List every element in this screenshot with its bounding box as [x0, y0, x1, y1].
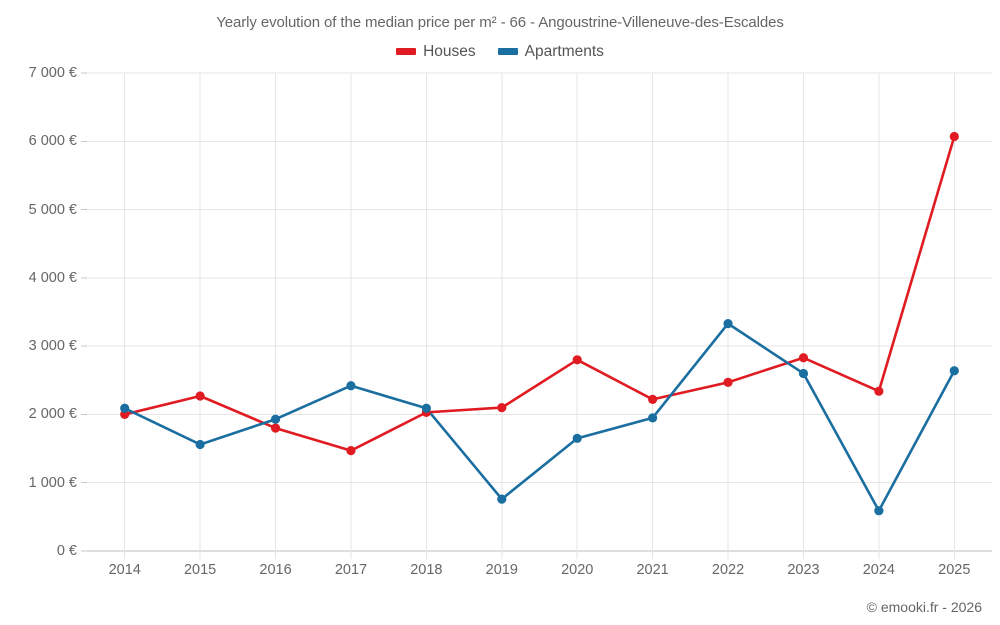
data-point-houses-2019[interactable] [497, 403, 507, 413]
x-axis-label-2023: 2023 [787, 562, 820, 578]
data-point-apartments-2018[interactable] [421, 403, 431, 413]
x-axis-label-2020: 2020 [561, 562, 594, 578]
data-point-apartments-2022[interactable] [723, 319, 733, 329]
y-axis-label-7000: 7 000 € [28, 65, 77, 81]
chart-title: Yearly evolution of the median price per… [216, 14, 784, 31]
data-point-houses-2023[interactable] [798, 353, 809, 363]
y-axis-label-4000: 4 000 € [28, 269, 77, 286]
data-point-houses-2021[interactable] [648, 394, 658, 405]
legend-item-apartments[interactable]: Apartments [497, 43, 604, 60]
x-axis-label-2021: 2021 [636, 562, 669, 578]
series-line-houses [123, 135, 956, 452]
data-point-houses-2020[interactable] [572, 355, 582, 365]
data-point-houses-2025[interactable] [949, 131, 959, 142]
data-point-houses-2022[interactable] [723, 377, 733, 387]
legend-label-houses: Houses [423, 43, 476, 60]
y-axis-label-2000: 2 000 € [28, 406, 77, 423]
data-point-apartments-2024[interactable] [874, 506, 884, 516]
y-axis-label-0: 0 € [56, 543, 77, 559]
y-axis-label-6000: 6 000 € [28, 133, 77, 150]
data-point-apartments-2016[interactable] [270, 414, 281, 424]
y-axis-label-1000: 1 000 € [28, 474, 77, 491]
legend-label-apartments: Apartments [524, 43, 604, 60]
data-point-apartments-2015[interactable] [195, 439, 205, 450]
x-axis-label-2024: 2024 [862, 562, 896, 578]
x-axis-label-2016: 2016 [259, 562, 292, 578]
data-point-apartments-2025[interactable] [949, 366, 959, 376]
data-point-houses-2017[interactable] [346, 446, 356, 456]
data-point-houses-2024[interactable] [874, 386, 884, 396]
x-axis-label-2018: 2018 [410, 562, 443, 578]
data-point-apartments-2019[interactable] [497, 494, 507, 504]
footer-credit: © emooki.fr - 2026 [866, 599, 982, 615]
y-axis-label-3000: 3 000 € [28, 338, 77, 355]
data-point-houses-2015[interactable] [195, 391, 205, 401]
data-point-apartments-2017[interactable] [346, 381, 356, 391]
data-point-apartments-2020[interactable] [572, 433, 582, 443]
legend-swatch-houses [396, 48, 417, 56]
data-point-apartments-2014[interactable] [120, 403, 130, 413]
x-axis-label-2022: 2022 [711, 562, 745, 578]
data-point-houses-2016[interactable] [270, 423, 281, 433]
y-axis-label-5000: 5 000 € [28, 201, 77, 218]
legend-item-houses[interactable]: Houses [396, 44, 476, 60]
x-axis-label-2025: 2025 [938, 562, 971, 578]
x-axis-label-2019: 2019 [485, 562, 518, 578]
x-axis-label-2017: 2017 [334, 562, 368, 578]
data-point-apartments-2023[interactable] [798, 368, 809, 379]
data-point-apartments-2021[interactable] [648, 413, 658, 423]
x-axis-label-2014: 2014 [108, 562, 141, 578]
series-line-apartments [123, 322, 956, 513]
legend-swatch-apartments [497, 48, 518, 56]
chart-legend: Houses Apartments [0, 44, 1000, 60]
x-axis-label-2015: 2015 [183, 562, 217, 578]
